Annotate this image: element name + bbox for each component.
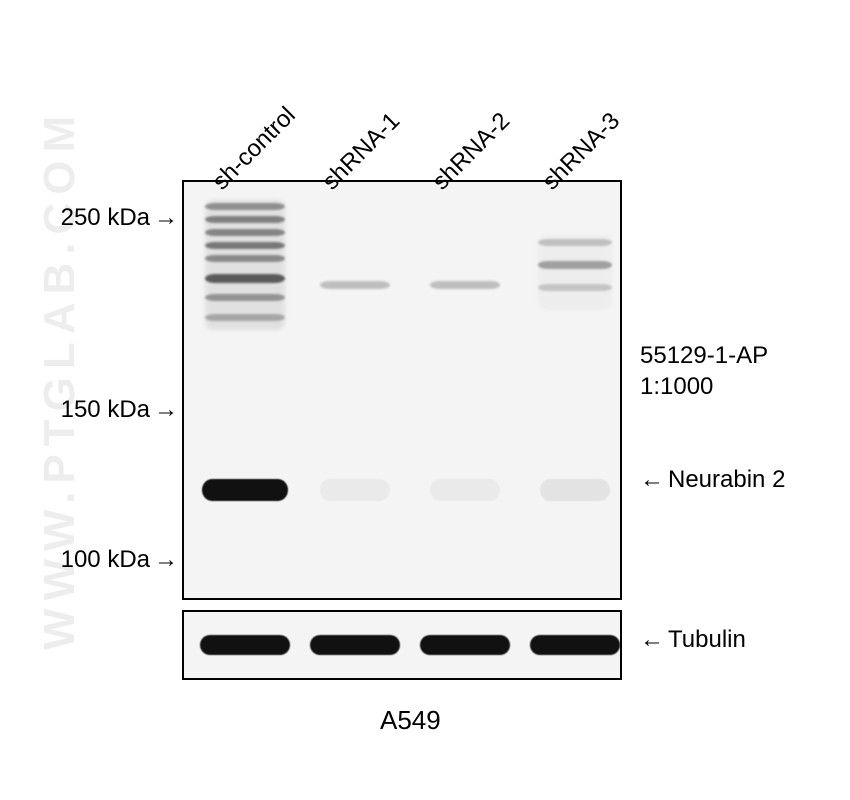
mw-marker-2: 100 kDa bbox=[0, 546, 178, 574]
tubulin-band-lane-2 bbox=[420, 635, 510, 655]
tubulin-band-lane-0 bbox=[200, 635, 290, 655]
antibody-dilution: 1:1000 bbox=[640, 371, 768, 402]
antibody-info: 55129-1-AP1:1000 bbox=[640, 340, 768, 402]
smear-3-stripe-1 bbox=[538, 261, 612, 269]
smear-0-stripe-6 bbox=[205, 294, 285, 301]
mw-marker-0: 250 kDa bbox=[0, 204, 178, 232]
band-label-0: Neurabin 2 bbox=[640, 466, 785, 494]
western-blot-figure: WWW.PTGLAB.COMsh-controlshRNA-1shRNA-2sh… bbox=[0, 0, 850, 800]
smear-0-stripe-2 bbox=[205, 229, 285, 236]
neurabin2-band-lane-1 bbox=[320, 479, 390, 501]
smear-3-stripe-2 bbox=[538, 284, 612, 291]
smear-0-stripe-5 bbox=[205, 274, 285, 283]
smear-0-stripe-1 bbox=[205, 216, 285, 223]
antibody-catalog: 55129-1-AP bbox=[640, 340, 768, 371]
neurabin2-band-lane-2 bbox=[430, 479, 500, 501]
smear-0-stripe-4 bbox=[205, 255, 285, 262]
smear-1-stripe-0 bbox=[320, 281, 390, 289]
smear-0-stripe-7 bbox=[205, 314, 285, 321]
smear-0-stripe-0 bbox=[205, 203, 285, 210]
mw-marker-1: 150 kDa bbox=[0, 396, 178, 424]
smear-0-stripe-3 bbox=[205, 242, 285, 249]
smear-3-stripe-0 bbox=[538, 239, 612, 246]
band-label-1: Tubulin bbox=[640, 626, 746, 654]
tubulin-band-lane-1 bbox=[310, 635, 400, 655]
neurabin2-band-lane-3 bbox=[540, 479, 610, 501]
smear-2-stripe-0 bbox=[430, 281, 500, 289]
neurabin2-band-lane-0 bbox=[202, 479, 288, 501]
smear-base-3 bbox=[538, 235, 612, 310]
tubulin-band-lane-3 bbox=[530, 635, 620, 655]
cell-line-label: A549 bbox=[380, 705, 441, 736]
